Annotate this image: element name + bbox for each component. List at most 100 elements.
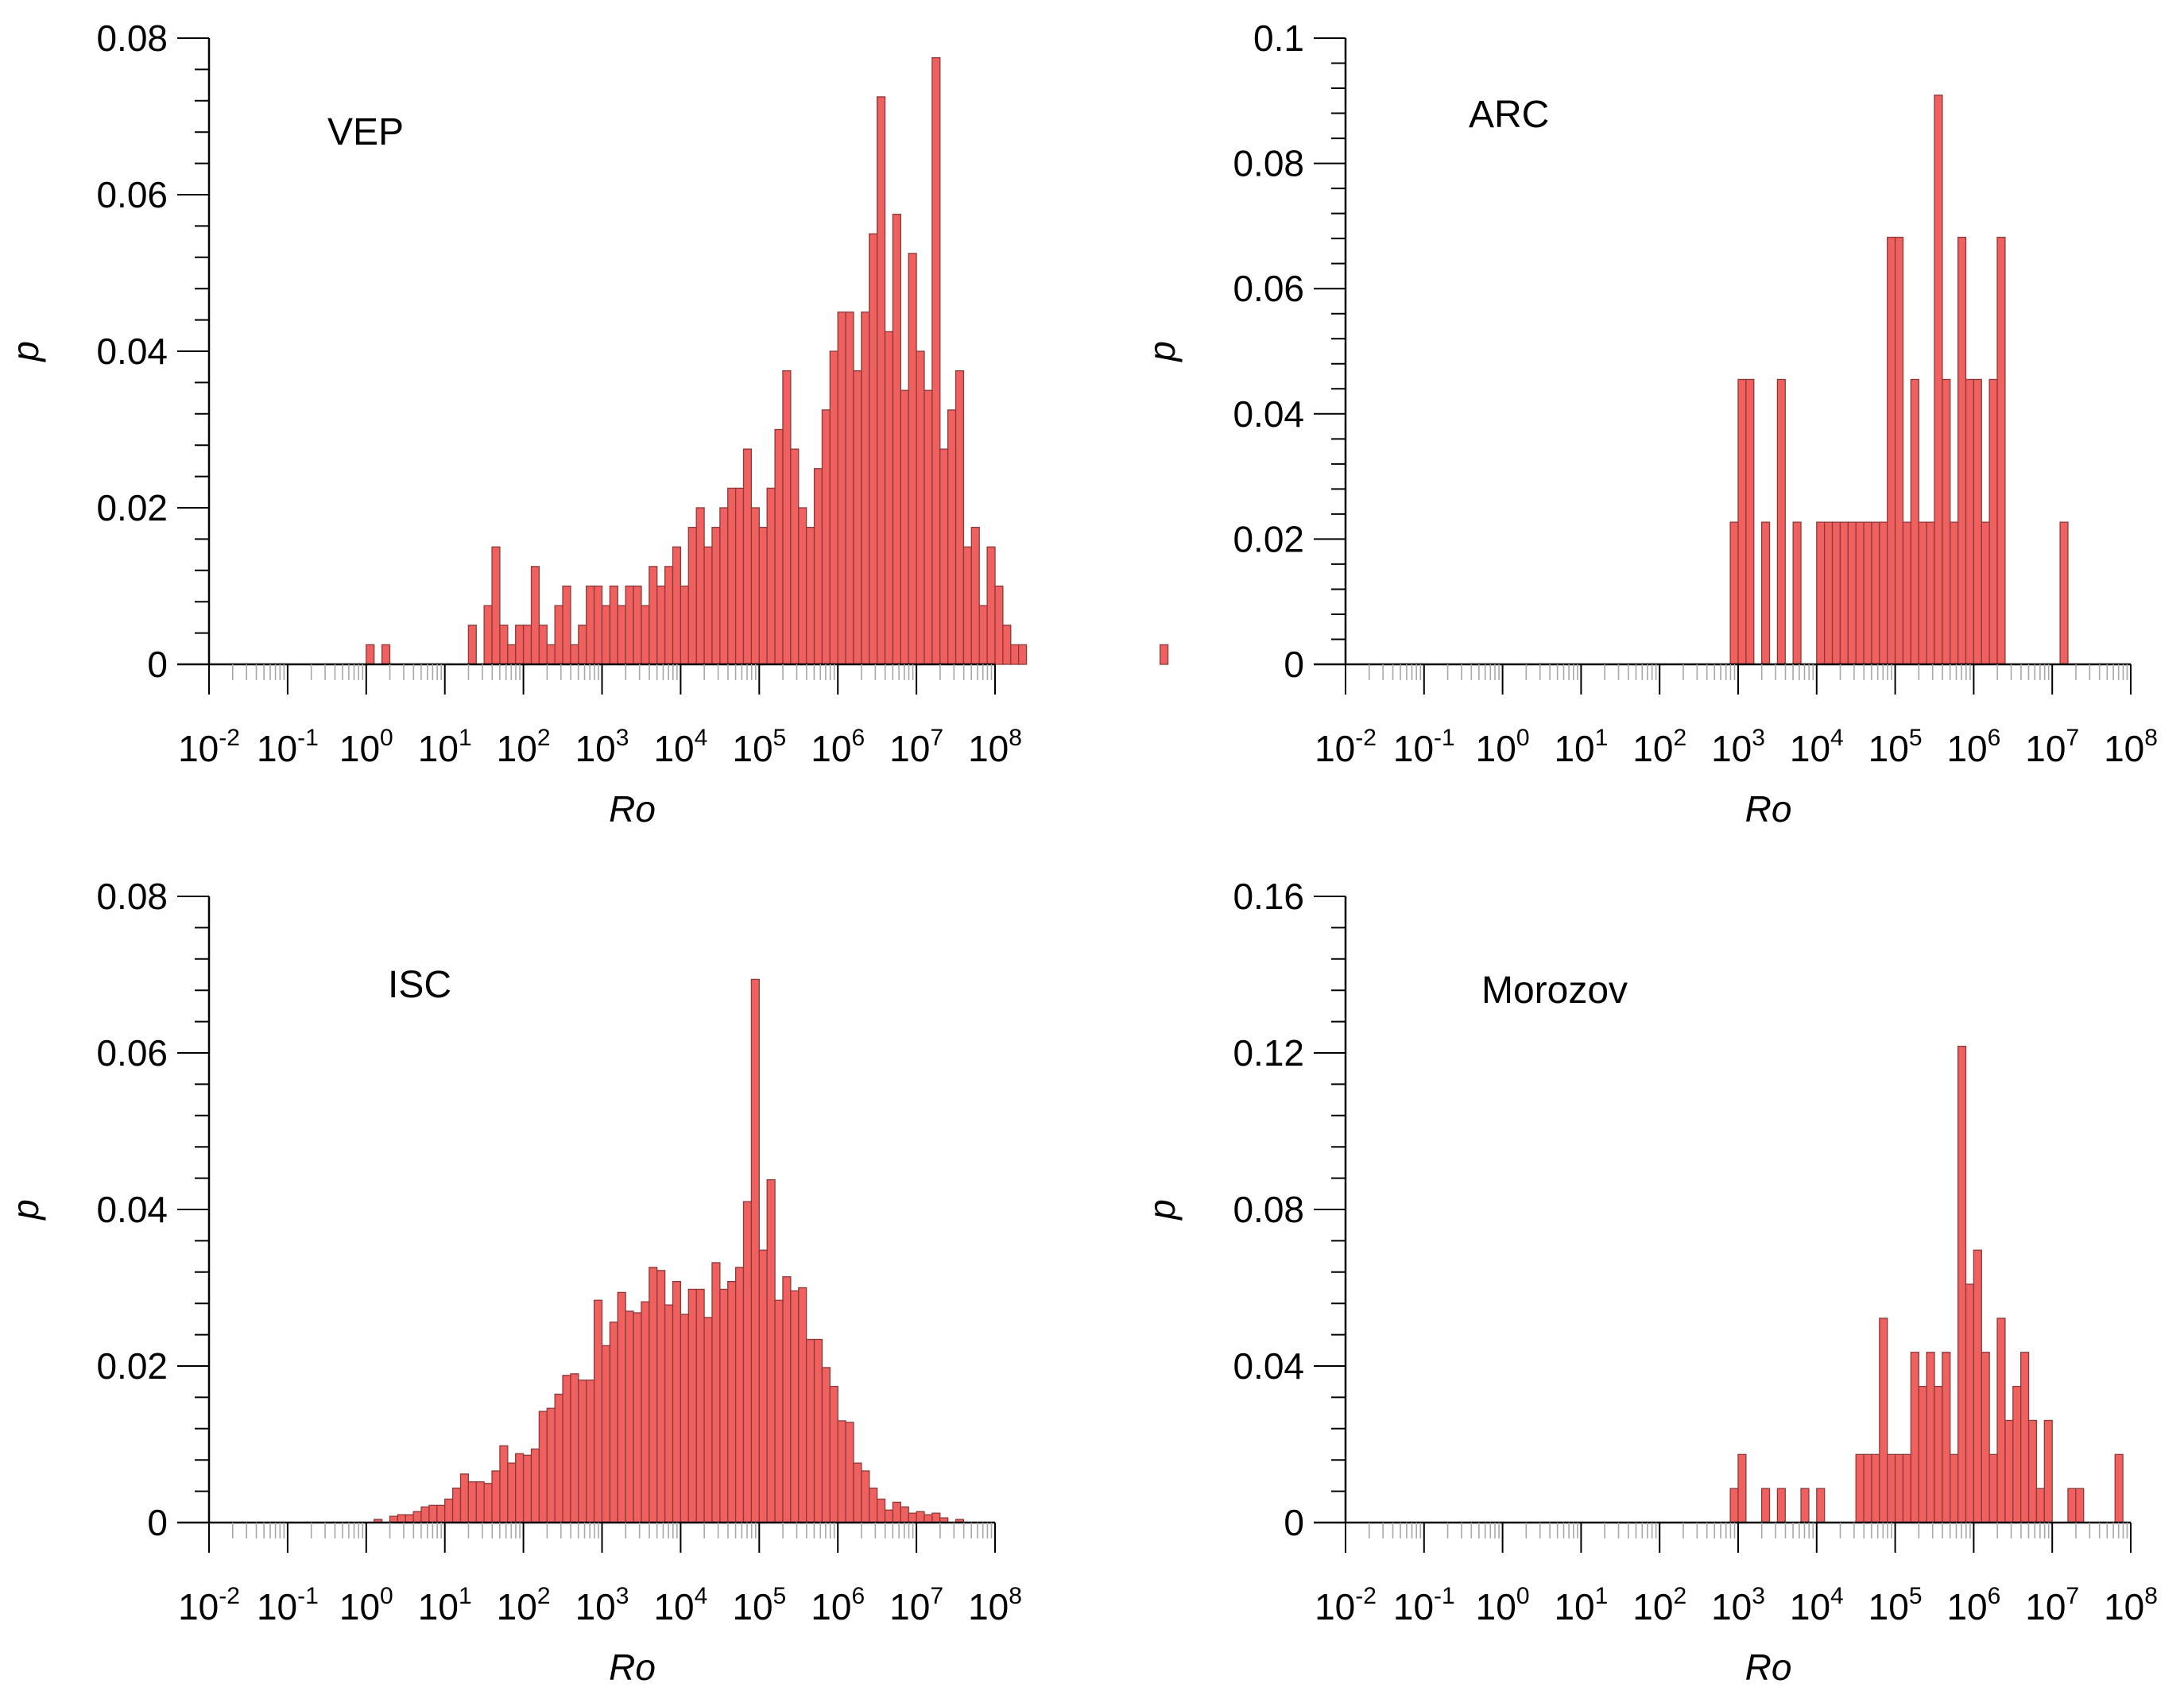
isc-bar (554, 1393, 563, 1523)
isc-bar (861, 1470, 870, 1523)
vep-bar (861, 312, 870, 665)
vep-y-tick-label: 0 (147, 644, 168, 685)
vep-bar (845, 312, 854, 665)
morozov-x-tick-label: 104 (1790, 1583, 1844, 1627)
isc-bar (467, 1481, 477, 1523)
isc-panel-label: ISC (388, 964, 451, 1006)
isc-bar (530, 1448, 540, 1523)
arc-x-tick-label: 101 (1554, 725, 1608, 769)
isc-bar (892, 1501, 901, 1523)
isc-bars (374, 978, 965, 1523)
vep-x-axis-title: Ro (609, 788, 656, 830)
arc-x-tick-label: 108 (2104, 725, 2158, 769)
isc-bar (853, 1462, 862, 1523)
vep-x-tick-label: 103 (575, 725, 629, 769)
morozov-bar (2067, 1488, 2077, 1523)
vep-bar (617, 605, 626, 665)
panel-arc: 0 0.02 0.04 0.06 0.08 0.1 10-2 10-1 100 101 102 103… (1141, 17, 2158, 830)
vep-bar (750, 507, 760, 665)
morozov-bar (1965, 1283, 1975, 1523)
morozov-bar (1934, 1385, 1943, 1523)
isc-bar (483, 1483, 493, 1523)
vep-bar (609, 585, 618, 665)
arc-y-tick-label: 0.06 (1233, 268, 1304, 309)
vep-panel-label: VEP (327, 111, 404, 153)
vep-bar (491, 546, 501, 665)
isc-bar (695, 1288, 705, 1523)
arc-bar (1934, 95, 1943, 665)
arc-bar (1760, 521, 1771, 665)
vep-bar (1002, 625, 1012, 665)
morozov-bar (1871, 1453, 1880, 1523)
isc-bar (711, 1262, 721, 1523)
isc-x-tick-label: 108 (968, 1583, 1022, 1627)
vep-bar (978, 605, 988, 665)
vep-bar (766, 487, 776, 665)
arc-x-tick-label: 10-1 (1393, 725, 1455, 769)
vep-bar (853, 370, 862, 665)
arc-bar (1863, 521, 1872, 665)
morozov-bar (2035, 1488, 2045, 1523)
arc-x-tick-label: 103 (1711, 725, 1765, 769)
isc-bar (451, 1488, 462, 1523)
morozov-bar (2075, 1488, 2085, 1523)
morozov-bar (1863, 1453, 1872, 1523)
arc-bar (1792, 521, 1802, 665)
arc-y-tick-label: 0.1 (1253, 17, 1304, 59)
arc-x-tick-label: 100 (1476, 725, 1530, 769)
isc-y-tick-label: 0.06 (96, 1032, 168, 1074)
arc-bar (1887, 236, 1896, 665)
arc-x-tick-label: 10-2 (1315, 725, 1377, 769)
vep-bar (962, 546, 972, 665)
isc-bar (672, 1280, 682, 1523)
vep-bar (554, 605, 563, 665)
vep-x-tick-label: 10-1 (257, 725, 319, 769)
morozov-y-tick-label: 0.12 (1233, 1032, 1304, 1074)
morozov-bar (1988, 1453, 1998, 1523)
isc-y-tick-label: 0.02 (96, 1345, 168, 1387)
morozov-bar (1760, 1488, 1771, 1523)
arc-panel-label: ARC (1469, 94, 1549, 136)
vep-x-tick-label: 106 (811, 725, 865, 769)
vep-bar (774, 428, 784, 665)
vep-bar (381, 644, 391, 665)
vep-y-tick-label: 0.08 (96, 17, 168, 59)
vep-bar (703, 546, 713, 665)
isc-y-axis-title: p (5, 1199, 46, 1221)
arc-bar (1879, 521, 1888, 665)
isc-bar (758, 1249, 768, 1523)
isc-bar (546, 1407, 556, 1523)
morozov-bar (1816, 1488, 1826, 1523)
arc-bars (1729, 95, 2069, 665)
arc-bar (1981, 521, 1990, 665)
arc-bar (1737, 378, 1747, 665)
isc-bar (617, 1291, 626, 1523)
vep-x-tick-label: 10-2 (178, 725, 240, 769)
isc-x-tick-label: 103 (575, 1583, 629, 1627)
isc-x-axis-title: Ro (609, 1647, 656, 1688)
vep-bar (892, 213, 901, 665)
morozov-bar (1800, 1488, 1810, 1523)
vep-bar (877, 96, 886, 665)
arc-x-axis-title: Ro (1745, 788, 1792, 830)
vep-bar (798, 507, 807, 665)
morozov-bar (1776, 1488, 1786, 1523)
vep-bar (813, 468, 823, 665)
arc-bar (1942, 378, 1951, 665)
vep-y-tick-label: 0.06 (96, 174, 168, 215)
isc-x-tick-label: 104 (653, 1583, 707, 1627)
isc-bar (774, 1299, 784, 1523)
vep-bar (931, 56, 941, 665)
vep-bar (687, 526, 697, 665)
isc-bar (428, 1504, 438, 1523)
vep-bar (955, 370, 965, 665)
morozov-bar (1918, 1385, 1927, 1523)
vep-bar (837, 312, 846, 665)
morozov-bar (1855, 1453, 1865, 1523)
vep-bar (507, 644, 517, 665)
isc-bar (687, 1288, 697, 1523)
morozov-y-tick-label: 0.08 (1233, 1189, 1304, 1230)
arc-y-tick-label: 0.04 (1233, 393, 1304, 435)
vep-bar (656, 585, 666, 665)
isc-bar (829, 1385, 838, 1523)
